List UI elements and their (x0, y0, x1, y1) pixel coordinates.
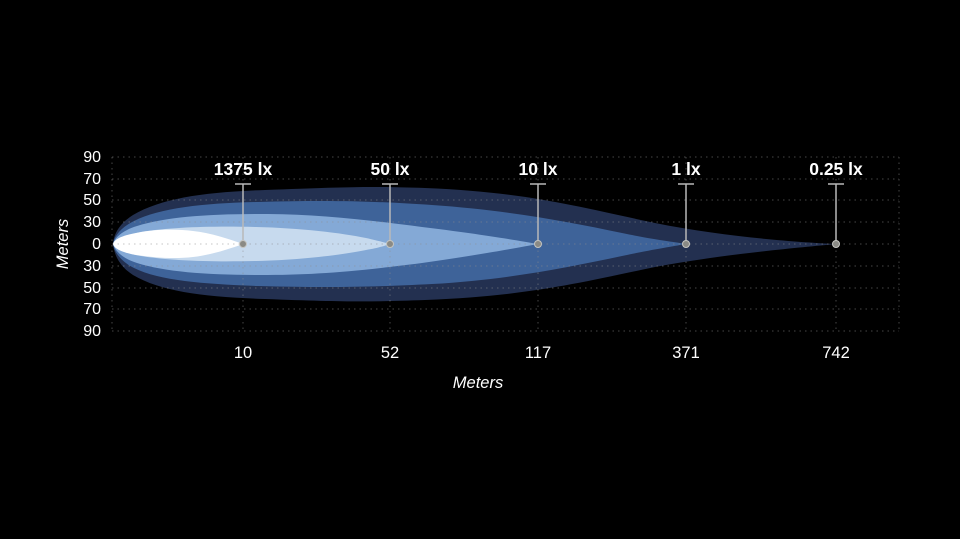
lux-label-0.25: 0.25 lx (809, 159, 863, 179)
y-tick-label: 70 (83, 171, 101, 188)
y-tick-label: 0 (92, 236, 101, 253)
lux-markers (235, 183, 844, 248)
y-tick-label: 90 (83, 323, 101, 340)
y-tick-label: 50 (83, 192, 101, 209)
x-axis-ticks: 10 52 117 371 742 (234, 344, 850, 362)
x-tick-label: 742 (822, 344, 850, 362)
y-tick-label: 50 (83, 280, 101, 297)
marker-1375lx (235, 183, 251, 248)
x-tick-label: 10 (234, 344, 252, 362)
marker-10lx (530, 183, 546, 248)
lux-label-1: 1 lx (671, 159, 700, 179)
marker-50lx (382, 183, 398, 248)
marker-dot (386, 240, 394, 248)
lux-labels: 1375 lx 50 lx 10 lx 1 lx 0.25 lx (214, 159, 863, 179)
marker-dot (239, 240, 247, 248)
x-tick-label: 117 (525, 344, 551, 362)
marker-1lx (678, 183, 694, 248)
y-tick-label: 30 (83, 214, 101, 231)
y-tick-label: 70 (83, 301, 101, 318)
y-axis-ticks: 90 70 50 30 0 30 50 70 90 (83, 149, 101, 340)
y-tick-label: 90 (83, 149, 101, 166)
marker-dot (682, 240, 690, 248)
lux-label-1375: 1375 lx (214, 159, 273, 179)
marker-0.25lx (828, 183, 844, 248)
x-tick-label: 52 (381, 344, 399, 362)
x-axis-title: Meters (453, 374, 503, 392)
marker-dot (534, 240, 542, 248)
beam-regions (113, 186, 836, 302)
lux-label-50: 50 lx (371, 159, 410, 179)
y-tick-label: 30 (83, 258, 101, 275)
x-tick-label: 371 (672, 344, 700, 362)
marker-dot (832, 240, 840, 248)
y-axis-title: Meters (54, 219, 72, 269)
lux-label-10: 10 lx (519, 159, 558, 179)
